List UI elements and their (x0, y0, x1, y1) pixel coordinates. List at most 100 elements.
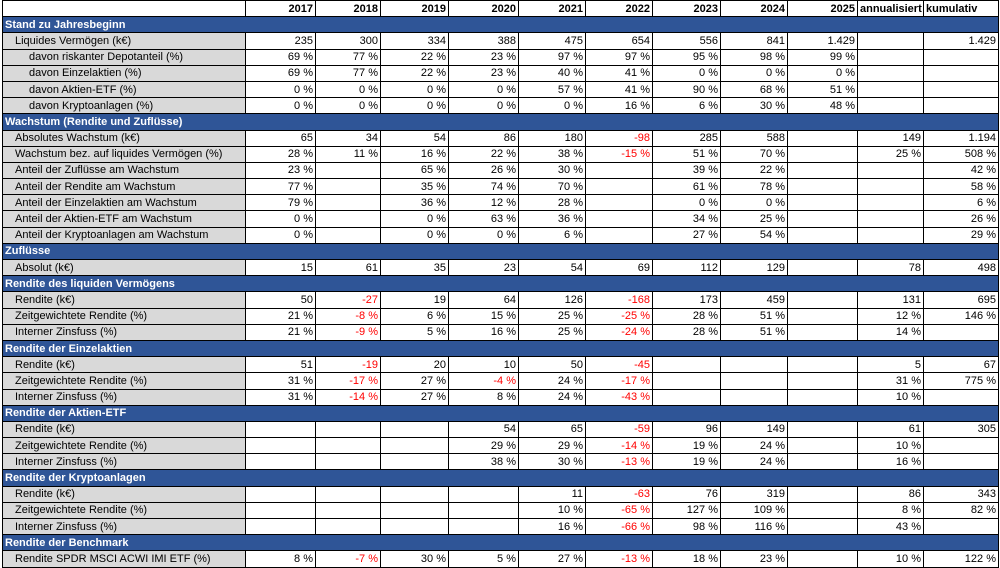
row-label: Rendite (k€) (2, 356, 246, 374)
value-cell: -98 (585, 129, 653, 147)
value-cell: -15 % (585, 145, 653, 163)
section-title: Rendite der Einzelaktien (2, 339, 999, 358)
value-cell: 21 % (245, 307, 316, 325)
row-label: Interner Zinsfuss (%) (2, 453, 246, 471)
value-cell: 459 (720, 291, 788, 309)
value-cell: 8 % (448, 388, 519, 406)
value-cell: 508 % (923, 145, 999, 163)
value-cell (857, 178, 924, 196)
value-cell: 10 % (857, 388, 924, 406)
value-cell: 69 (585, 258, 653, 277)
value-cell (923, 323, 999, 341)
value-cell (380, 437, 449, 455)
value-cell: -8 % (315, 307, 381, 325)
value-cell (857, 80, 924, 99)
value-cell: 0 % (448, 226, 519, 244)
column-header: 2025 (787, 0, 858, 18)
value-cell (857, 161, 924, 180)
value-cell (787, 420, 858, 439)
value-cell: 654 (585, 32, 653, 50)
value-cell (315, 437, 381, 455)
section-row: Rendite der Einzelaktien (2, 339, 999, 358)
value-cell: 54 (380, 129, 449, 147)
value-cell (857, 226, 924, 244)
data-row: Interner Zinsfuss (%) 31 % -14 % 27 % 8 % 24 … (2, 388, 999, 406)
value-cell: 334 (380, 32, 449, 50)
data-row: Interner Zinsfuss (%) 16 % -66 % 98 % 116 % 4… (2, 517, 999, 536)
value-cell: 27 % (380, 372, 449, 390)
value-cell: 0 % (448, 80, 519, 99)
value-cell: 42 % (923, 161, 999, 180)
value-cell: 70 % (518, 178, 586, 196)
value-cell (787, 258, 858, 277)
row-label: Interner Zinsfuss (%) (2, 323, 246, 341)
value-cell: 35 % (380, 178, 449, 196)
value-cell: 77 % (315, 48, 381, 66)
value-cell: 19 % (652, 453, 721, 471)
value-cell: -63 (585, 485, 653, 503)
value-cell: 0 % (380, 210, 449, 228)
value-cell: 25 % (720, 210, 788, 228)
value-cell: 69 % (245, 48, 316, 66)
value-cell (315, 210, 381, 228)
row-label: Liquides Vermögen (k€) (2, 32, 246, 50)
value-cell: -66 % (585, 517, 653, 536)
value-cell (315, 178, 381, 196)
data-row: Anteil der Aktien-ETF am Wachstum 0 % 0 % 6… (2, 210, 999, 228)
value-cell (585, 178, 653, 196)
value-cell (787, 550, 858, 568)
value-cell: 146 % (923, 307, 999, 325)
row-label: davon Aktien-ETF (%) (2, 80, 246, 99)
data-row: Interner Zinsfuss (%) 21 % -9 % 5 % 16 % 25 %… (2, 323, 999, 341)
value-cell: 38 % (518, 145, 586, 163)
value-cell (380, 517, 449, 536)
data-row: Rendite (k€) 54 65 -59 96 149 61 305 (2, 420, 999, 439)
value-cell: 0 % (787, 64, 858, 82)
value-cell (380, 501, 449, 520)
value-cell: -27 (315, 291, 381, 309)
row-label: Interner Zinsfuss (%) (2, 388, 246, 406)
value-cell: 16 % (380, 145, 449, 163)
value-cell: 36 % (518, 210, 586, 228)
row-label: Rendite (k€) (2, 485, 246, 503)
value-cell: 58 % (923, 178, 999, 196)
value-cell (720, 388, 788, 406)
section-title: Rendite der Benchmark (2, 534, 999, 552)
value-cell: 31 % (857, 372, 924, 390)
value-cell: 8 % (857, 501, 924, 520)
value-cell: 21 % (245, 323, 316, 341)
value-cell (857, 194, 924, 212)
value-cell: 319 (720, 485, 788, 503)
column-header: 2020 (448, 0, 519, 18)
value-cell: 1.429 (787, 32, 858, 50)
value-cell: 97 % (518, 48, 586, 66)
value-cell: 25 % (518, 307, 586, 325)
section-title: Rendite der Aktien-ETF (2, 404, 999, 422)
value-cell: 27 % (380, 388, 449, 406)
data-row: Rendite (k€) 50 -27 19 64 126 -168 173 459 131 695 (2, 291, 999, 309)
value-cell: 61 (315, 258, 381, 277)
row-label: Rendite (k€) (2, 420, 246, 439)
value-cell: -9 % (315, 323, 381, 341)
value-cell: 23 % (245, 161, 316, 180)
value-cell: -17 % (315, 372, 381, 390)
value-cell: 180 (518, 129, 586, 147)
value-cell (857, 48, 924, 66)
row-label: Anteil der Zuflüsse am Wachstum (2, 161, 246, 180)
value-cell: -7 % (315, 550, 381, 568)
value-cell: 0 % (380, 226, 449, 244)
value-cell: 61 (857, 420, 924, 439)
value-cell (787, 485, 858, 503)
data-row: davon Aktien-ETF (%) 0 % 0 % 0 % 0 % 57 % 41 %… (2, 80, 999, 99)
data-row: Liquides Vermögen (k€) 235 300 334 388 475 654… (2, 32, 999, 50)
value-cell (787, 145, 858, 163)
value-cell: 64 (448, 291, 519, 309)
value-cell: 15 (245, 258, 316, 277)
value-cell: -17 % (585, 372, 653, 390)
value-cell (448, 517, 519, 536)
value-cell: 6 % (652, 97, 721, 115)
value-cell: 86 (448, 129, 519, 147)
value-cell: 65 (518, 420, 586, 439)
